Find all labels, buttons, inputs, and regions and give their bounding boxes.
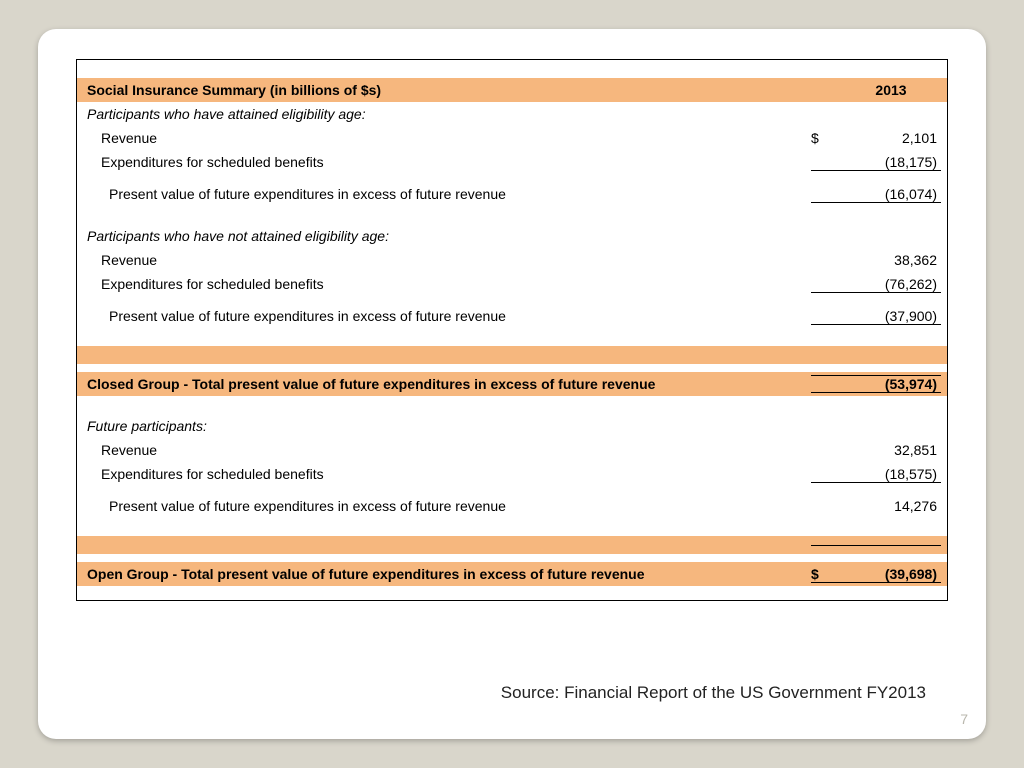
section-heading: Future participants: (77, 414, 947, 438)
source-citation: Source: Financial Report of the US Gover… (501, 683, 926, 703)
slide: Social Insurance Summary (in billions of… (38, 29, 986, 739)
section-heading: Participants who have attained eligibili… (77, 102, 947, 126)
highlight-spacer (77, 536, 947, 554)
table-header-row: Social Insurance Summary (in billions of… (77, 78, 947, 102)
highlight-spacer (77, 346, 947, 364)
financial-table: Social Insurance Summary (in billions of… (76, 59, 948, 601)
subtotal-row: Present value of future expenditures in … (77, 182, 947, 206)
table-row: Expenditures for scheduled benefits (18,… (77, 462, 947, 486)
subtotal-row: Present value of future expenditures in … (77, 494, 947, 518)
currency-symbol: $ (811, 566, 841, 582)
value-cell: (16,074) (841, 186, 941, 202)
closed-group-total: Closed Group - Total present value of fu… (77, 372, 947, 396)
value-cell: (76,262) (841, 276, 941, 292)
table-row: Expenditures for scheduled benefits (18,… (77, 150, 947, 174)
value-cell: (18,175) (841, 154, 941, 170)
value-cell: 14,276 (841, 498, 941, 514)
table-title: Social Insurance Summary (in billions of… (83, 82, 811, 98)
page-number: 7 (960, 711, 968, 727)
value-cell: (53,974) (841, 376, 941, 392)
value-cell: 38,362 (841, 252, 941, 268)
table-row: Revenue 32,851 (77, 438, 947, 462)
value-cell: 32,851 (841, 442, 941, 458)
currency-symbol: $ (811, 130, 841, 146)
value-cell: 2,101 (841, 130, 941, 146)
subtotal-row: Present value of future expenditures in … (77, 304, 947, 328)
value-cell: (18,575) (841, 466, 941, 482)
value-cell: (37,900) (841, 308, 941, 324)
open-group-total: Open Group - Total present value of futu… (77, 562, 947, 586)
table-row: Revenue 38,362 (77, 248, 947, 272)
table-row: Expenditures for scheduled benefits (76,… (77, 272, 947, 296)
value-cell: (39,698) (841, 566, 941, 582)
table-year: 2013 (841, 82, 941, 98)
section-heading: Participants who have not attained eligi… (77, 224, 947, 248)
table-row: Revenue $2,101 (77, 126, 947, 150)
